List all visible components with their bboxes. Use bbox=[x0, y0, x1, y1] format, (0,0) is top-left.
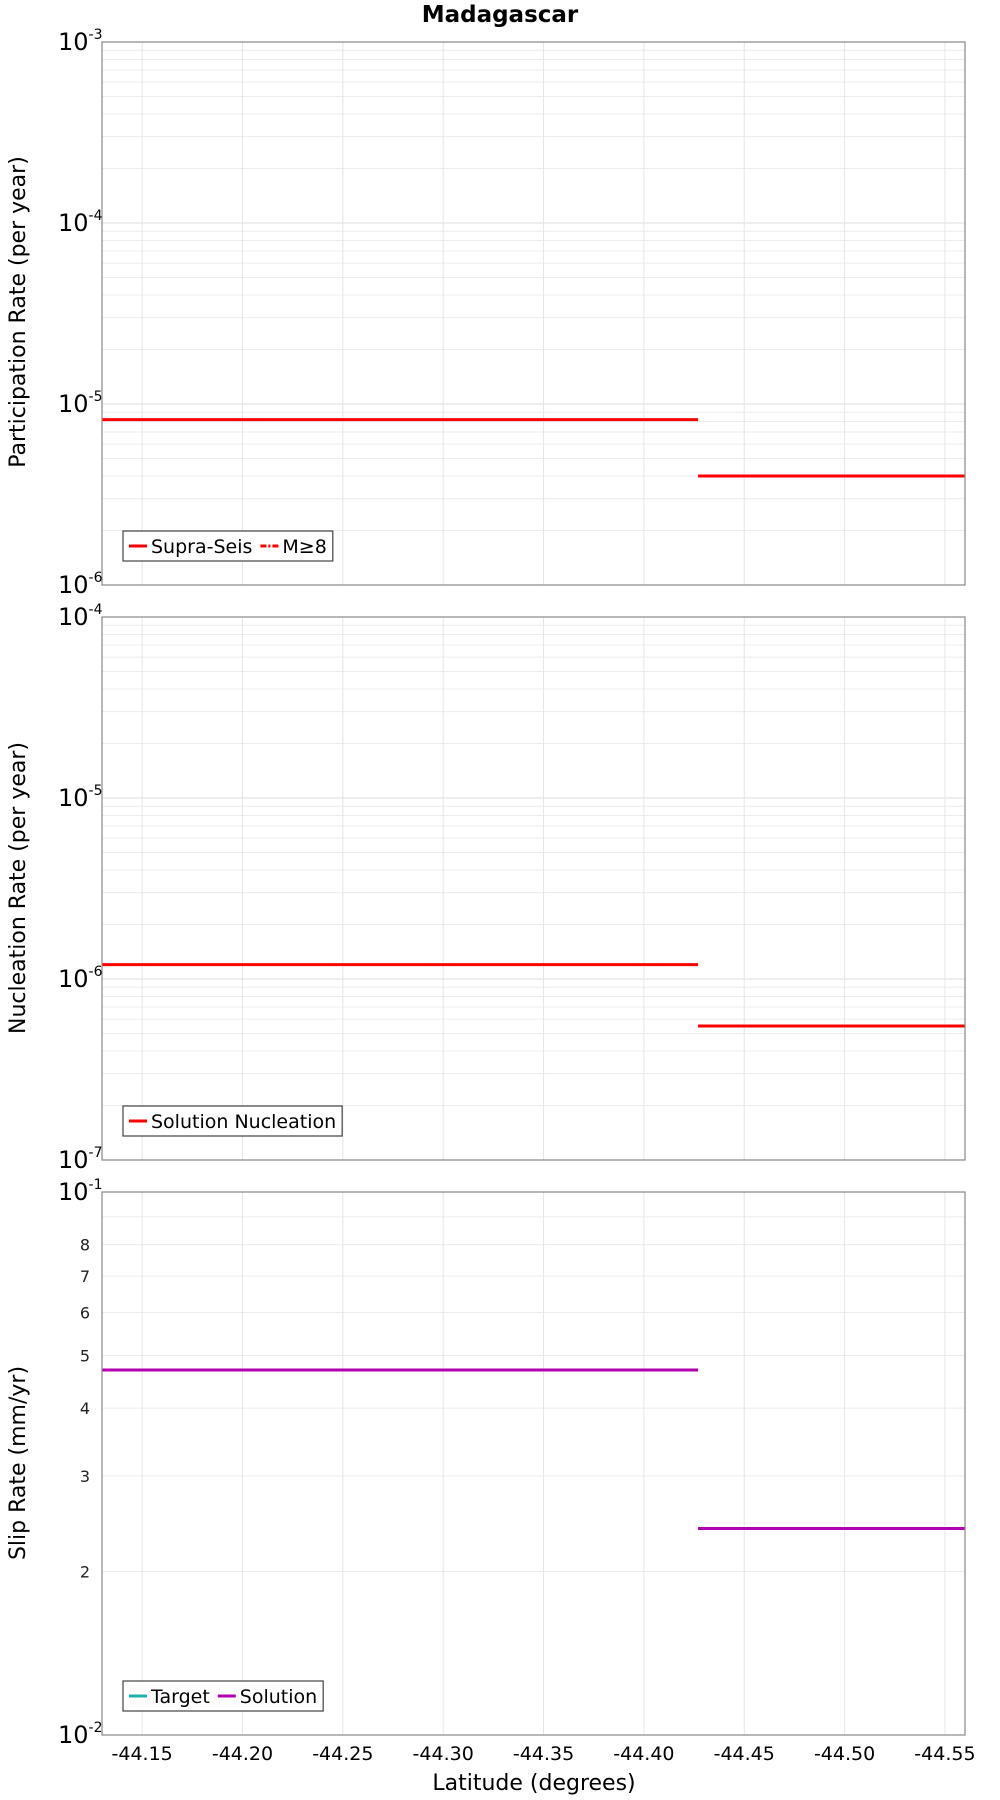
x-tick-label: -44.35 bbox=[513, 1743, 574, 1765]
y-tick-label: 10-6 bbox=[58, 570, 103, 599]
plot-area bbox=[102, 617, 965, 1160]
slip-rate-panel: 10-2 10-1 2 3 4 5 6 7 8 Target Solution bbox=[58, 1177, 966, 1749]
legend-label: M≥8 bbox=[282, 536, 326, 558]
x-axis: -44.15 -44.20 -44.25 -44.30 -44.35 -44.40 -44.… bbox=[112, 1743, 976, 1765]
x-tick-label: -44.20 bbox=[212, 1743, 273, 1765]
y-tick-label: 10-4 bbox=[58, 208, 103, 237]
plot-frame bbox=[101, 616, 966, 1161]
legend-box bbox=[122, 1105, 343, 1137]
nucleation-rate-panel: 10-7 10-6 10-5 10-4 Solution Nucleation bbox=[58, 602, 966, 1174]
legend: Supra-Seis M≥8 bbox=[122, 530, 334, 562]
x-tick-label: -44.15 bbox=[112, 1743, 173, 1765]
legend-label: Supra-Seis bbox=[151, 536, 252, 558]
legend-label: Solution bbox=[240, 1686, 317, 1708]
y-tick-label: 10-5 bbox=[58, 783, 103, 812]
y-minor-tick-label: 4 bbox=[80, 1399, 90, 1418]
plot-frame bbox=[101, 41, 966, 586]
y-minor-tick-label: 6 bbox=[80, 1303, 90, 1322]
y-minor-tick-label: 8 bbox=[80, 1236, 90, 1255]
y-axis-label-nucleation: Nucleation Rate (per year) bbox=[6, 742, 31, 1034]
y-axis-label-participation: Participation Rate (per year) bbox=[6, 156, 31, 468]
legend-label: Target bbox=[150, 1686, 210, 1708]
y-tick-label: 10-3 bbox=[58, 27, 103, 56]
legend-box bbox=[122, 530, 334, 562]
y-tick-label: 10-4 bbox=[58, 602, 103, 631]
legend-label: Solution Nucleation bbox=[151, 1111, 336, 1133]
x-tick-label: -44.55 bbox=[914, 1743, 975, 1765]
y-tick-label: 10-5 bbox=[58, 389, 103, 418]
chart-title: Madagascar bbox=[422, 2, 579, 28]
y-minor-tick-label: 2 bbox=[80, 1563, 90, 1582]
x-tick-label: -44.25 bbox=[312, 1743, 373, 1765]
x-tick-label: -44.45 bbox=[714, 1743, 775, 1765]
y-axis-label-slip-rate: Slip Rate (mm/yr) bbox=[6, 1366, 31, 1560]
y-tick-label: 10-6 bbox=[58, 964, 103, 993]
participation-rate-panel: 10-6 10-5 10-4 10-3 Supra-Seis M≥8 bbox=[58, 27, 966, 599]
plot-area bbox=[102, 42, 965, 585]
legend: Solution Nucleation bbox=[122, 1105, 343, 1137]
legend: Target Solution bbox=[122, 1680, 324, 1712]
y-minor-tick-label: 5 bbox=[80, 1346, 90, 1365]
plot-frame bbox=[101, 1191, 966, 1736]
x-axis-label: Latitude (degrees) bbox=[432, 1771, 635, 1796]
x-tick-label: -44.40 bbox=[613, 1743, 674, 1765]
y-minor-tick-label: 3 bbox=[80, 1467, 90, 1486]
plot-area bbox=[102, 1192, 965, 1735]
x-tick-label: -44.30 bbox=[413, 1743, 474, 1765]
y-tick-label: 10-7 bbox=[58, 1145, 103, 1174]
x-tick-label: -44.50 bbox=[814, 1743, 875, 1765]
y-tick-label: 10-2 bbox=[58, 1720, 103, 1749]
y-tick-label: 10-1 bbox=[58, 1177, 103, 1206]
y-minor-tick-label: 7 bbox=[80, 1267, 90, 1286]
